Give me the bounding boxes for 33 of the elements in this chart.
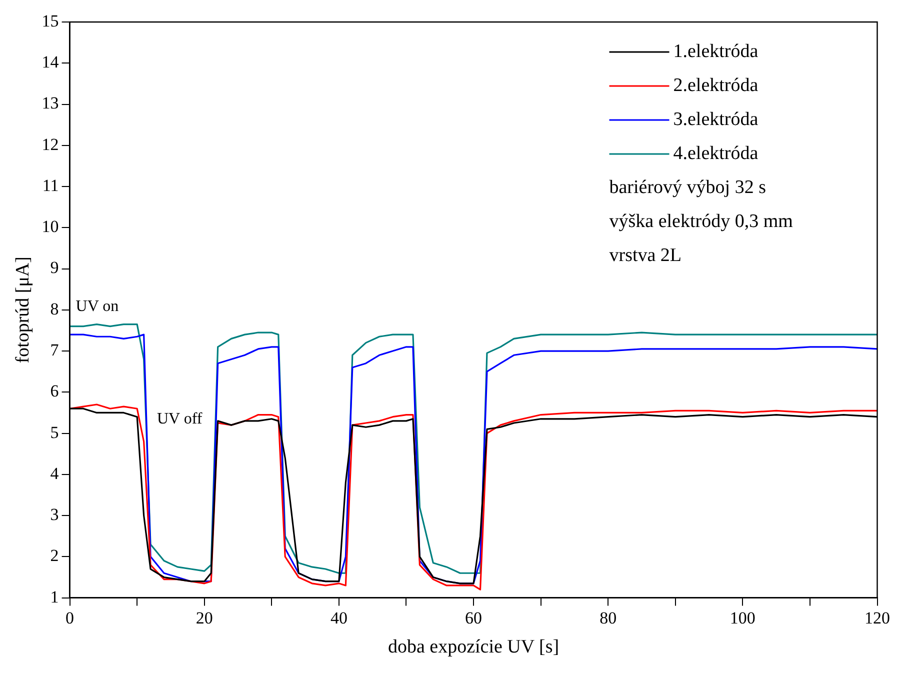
annotation: UV on [76, 298, 119, 316]
y-tick-label: 9 [50, 258, 59, 278]
y-tick-label: 7 [50, 340, 60, 360]
y-tick-label: 15 [42, 11, 59, 30]
x-tick-label: 40 [330, 608, 348, 628]
y-tick-label: 6 [50, 382, 59, 401]
annotation: bariérový výboj 32 s [609, 176, 766, 198]
x-tick-label: 80 [600, 608, 617, 628]
y-tick-label: 11 [42, 176, 59, 195]
y-tick-label: 8 [50, 299, 59, 318]
y-tick-label: 2 [50, 546, 59, 566]
legend-label: 2.elektróda [673, 74, 759, 96]
x-tick-label: 120 [864, 608, 890, 628]
x-tick-label: 0 [66, 608, 74, 628]
x-tick-label: 100 [730, 608, 756, 628]
x-axis-title: doba expozície UV [s] [388, 636, 560, 658]
x-tick-label: 20 [196, 608, 213, 628]
legend-label: 1.elektróda [673, 40, 759, 62]
y-tick-label: 14 [42, 52, 60, 72]
y-tick-label: 5 [50, 422, 59, 442]
y-tick-label: 10 [42, 217, 59, 236]
y-tick-label: 12 [42, 134, 59, 154]
annotation: UV off [157, 410, 203, 428]
annotation: vrstva 2L [609, 244, 682, 266]
legend-label: 3.elektróda [673, 108, 759, 130]
y-tick-label: 4 [50, 464, 60, 483]
y-axis-title: fotoprúd [μA] [12, 256, 34, 364]
y-tick-label: 13 [42, 94, 59, 113]
y-tick-label: 1 [50, 587, 59, 606]
annotation: výška elektródy 0,3 mm [609, 210, 794, 232]
legend-label: 4.elektróda [673, 142, 759, 164]
x-tick-label: 60 [465, 608, 482, 628]
y-tick-label: 3 [50, 505, 59, 524]
